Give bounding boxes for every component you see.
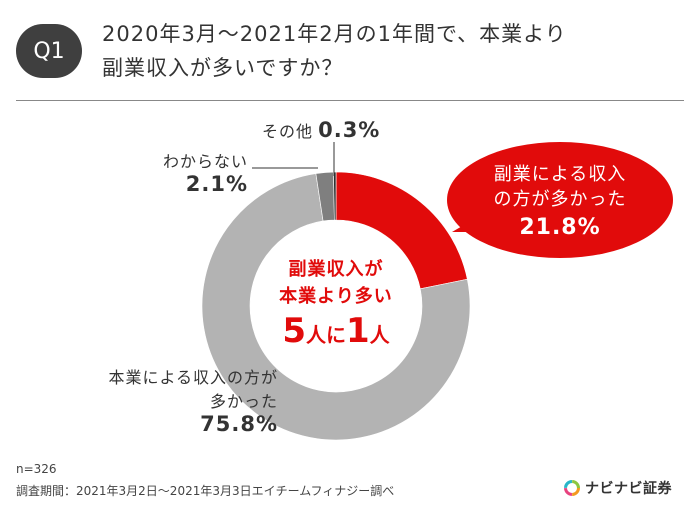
brand-logo: ナビナビ証券 <box>563 478 672 498</box>
side-income-label-line2: の方が多かった <box>494 189 627 210</box>
ratio-number-b: 1 <box>346 311 370 351</box>
center-text-line1: 副業収入が <box>289 258 384 280</box>
label-main-income-line1: 本業による収入の方が <box>108 368 278 387</box>
ratio-number-a: 5 <box>282 311 306 351</box>
ratio-unit-a: 人に <box>306 323 346 347</box>
callout-bubble <box>447 142 673 258</box>
side-income-value: 21.8% <box>519 215 600 240</box>
logo-text: ナビナビ証券 <box>585 481 672 497</box>
survey-period: 調査期間：2021年3月2日～2021年3月3日エイチームフィナジー調べ <box>16 484 395 498</box>
center-text-ratio: 5人に1人 <box>282 311 390 351</box>
donut-center-text: 副業収入が 本業より多い 5人に1人 <box>279 258 393 351</box>
side-income-callout: 副業による収入 の方が多かった 21.8% <box>447 142 673 258</box>
question-title-line2: 副業収入が多いですか？ <box>102 56 344 80</box>
donut-slices <box>201 171 471 441</box>
label-unknown-value: 2.1% <box>185 172 248 196</box>
question-title: 2020年3月～2021年2月の1年間で、本業より 副業収入が多いですか？ <box>102 17 692 85</box>
label-other-name: その他 <box>262 122 314 141</box>
label-main-income-line2: 多かった <box>209 392 278 411</box>
slice-main-income <box>201 173 471 441</box>
label-other-value: 0.3% <box>318 118 381 142</box>
side-income-label-line1: 副業による収入 <box>494 164 626 185</box>
logo-mark-icon <box>564 480 580 496</box>
label-unknown-name: わからない <box>162 152 248 171</box>
header-divider <box>16 100 684 101</box>
question-title-line1: 2020年3月～2021年2月の1年間で、本業より <box>102 22 567 46</box>
label-unknown: わからない 2.1% <box>104 148 248 196</box>
sample-size: n=326 <box>16 462 57 476</box>
ratio-unit-b: 人 <box>370 323 391 347</box>
question-badge: Q1 <box>16 24 82 78</box>
center-text-line2: 本業より多い <box>279 285 393 307</box>
label-other: その他 0.3% <box>262 118 402 142</box>
label-main-income: 本業による収入の方が 多かった 75.8% <box>20 364 278 436</box>
label-main-income-value: 75.8% <box>200 412 278 436</box>
